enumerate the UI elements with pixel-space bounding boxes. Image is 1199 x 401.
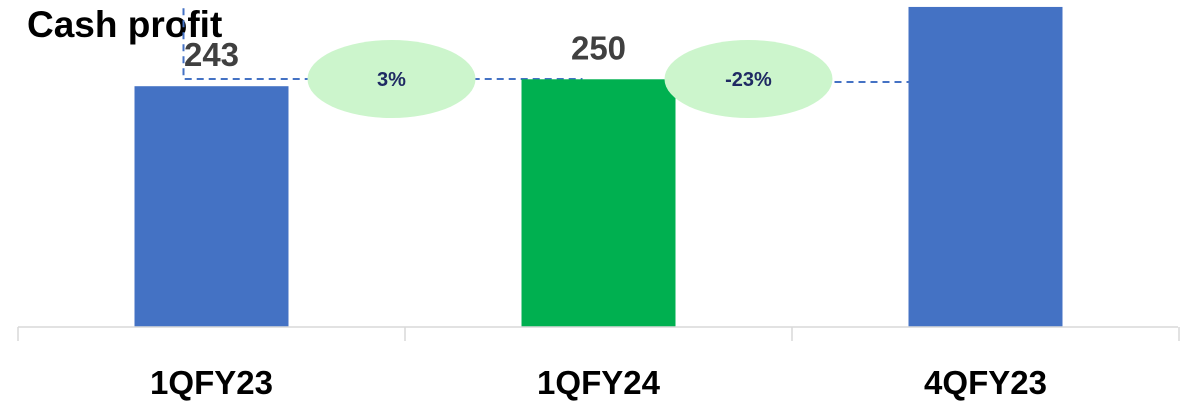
change-bubble xyxy=(307,40,476,118)
bar-1QFY24 xyxy=(521,79,676,327)
bar-1QFY23 xyxy=(134,86,289,327)
category-label-4QFY23: 4QFY23 xyxy=(924,364,1047,401)
bar-4QFY23 xyxy=(908,6,1063,327)
change-bubble xyxy=(664,40,833,118)
change-percent-label: -23% xyxy=(725,69,772,91)
value-label-1QFY24: 250 xyxy=(571,29,626,66)
category-label-1QFY23: 1QFY23 xyxy=(150,364,273,401)
value-label-1QFY23: 243 xyxy=(184,36,239,73)
change-percent-label: 3% xyxy=(377,69,406,91)
chart-title: Cash profit xyxy=(27,4,223,45)
category-label-1QFY24: 1QFY24 xyxy=(537,364,661,401)
